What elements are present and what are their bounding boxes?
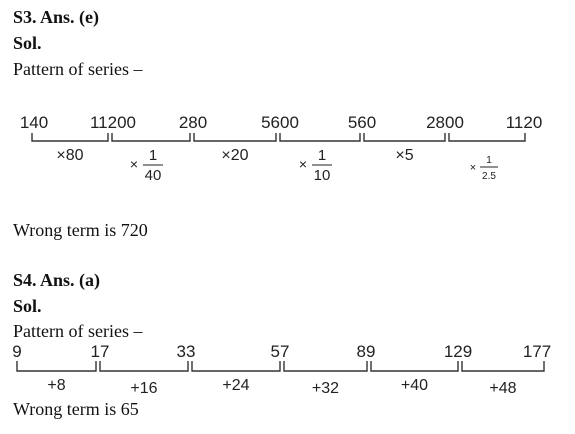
svg-text:40: 40 bbox=[145, 167, 162, 184]
s4-series-diagram: 9 17 33 57 89 129 177 +8 +16 +24 +32 +40 +48 bbox=[12, 342, 551, 397]
s4-term-4: 57 bbox=[271, 342, 290, 361]
s4-pattern-label: Pattern of series – bbox=[13, 321, 143, 341]
s4-heading: S4. Ans. (a) bbox=[13, 270, 101, 290]
s4-term-7: 177 bbox=[523, 342, 551, 361]
s3-sol-label: Sol. bbox=[13, 33, 42, 53]
s4-op-3: +24 bbox=[222, 377, 249, 394]
s3-term-4: 5600 bbox=[261, 113, 299, 132]
s4-op-4: +32 bbox=[312, 380, 339, 397]
s3-wrong-term: Wrong term is 720 bbox=[13, 220, 148, 240]
s3-pattern-label: Pattern of series – bbox=[13, 59, 143, 79]
s3-bracket-2 bbox=[111, 133, 191, 142]
s3-term-3: 280 bbox=[179, 113, 207, 132]
svg-text:1: 1 bbox=[486, 155, 492, 166]
s4-bracket-5 bbox=[370, 361, 459, 372]
s4-op-1: +8 bbox=[47, 377, 65, 394]
s3-term-5: 560 bbox=[348, 113, 376, 132]
s3-term-7: 1120 bbox=[506, 113, 543, 132]
svg-text:×80: ×80 bbox=[56, 147, 83, 164]
s3-heading: S3. Ans. (e) bbox=[13, 7, 100, 27]
s4-bracket-6 bbox=[461, 361, 545, 372]
s4-term-6: 129 bbox=[444, 342, 472, 361]
s4-term-3: 33 bbox=[177, 342, 196, 361]
s3-bracket-1 bbox=[31, 133, 109, 142]
svg-text:+48: +48 bbox=[489, 380, 516, 397]
svg-text:+24: +24 bbox=[222, 377, 249, 394]
svg-text:+40: +40 bbox=[401, 377, 428, 394]
s4-term-2: 17 bbox=[91, 342, 110, 361]
s4-bracket-4 bbox=[283, 361, 368, 372]
s4-op-5: +40 bbox=[401, 377, 428, 394]
svg-text:×: × bbox=[299, 156, 307, 172]
s4-bracket-2 bbox=[99, 361, 189, 372]
s3-bracket-5 bbox=[363, 133, 446, 142]
svg-text:×5: ×5 bbox=[395, 147, 413, 164]
svg-text:+32: +32 bbox=[312, 380, 339, 397]
s4-bracket-3 bbox=[191, 361, 281, 372]
s4-wrong-term: Wrong term is 65 bbox=[13, 399, 139, 419]
s3-term-6: 2800 bbox=[426, 113, 464, 132]
svg-text:×20: ×20 bbox=[221, 147, 248, 164]
svg-text:×: × bbox=[470, 162, 476, 174]
s4-term-5: 89 bbox=[357, 342, 376, 361]
s3-op-2: × 1 40 bbox=[130, 147, 163, 184]
s4-op-2: +16 bbox=[130, 380, 157, 397]
s3-bracket-3 bbox=[193, 133, 277, 142]
s3-term-2: 11200 bbox=[90, 113, 136, 132]
svg-text:+8: +8 bbox=[47, 377, 65, 394]
s3-op-4: × 1 10 bbox=[299, 147, 332, 184]
svg-text:1: 1 bbox=[318, 147, 326, 164]
s3-bracket-4 bbox=[279, 133, 361, 142]
svg-text:×: × bbox=[130, 156, 138, 172]
s3-bracket-6 bbox=[448, 133, 526, 142]
s3-series-diagram: 140 11200 280 5600 560 2800 1120×80 × 140×20 × 110… bbox=[20, 113, 543, 184]
svg-text:2.5: 2.5 bbox=[482, 171, 496, 182]
s3-op-3: ×20 bbox=[221, 147, 248, 164]
s3-op-6: × 1 2.5 bbox=[470, 155, 498, 182]
s4-term-1: 9 bbox=[12, 342, 21, 361]
svg-text:+16: +16 bbox=[130, 380, 157, 397]
s4-sol-label: Sol. bbox=[13, 296, 42, 316]
s3-term-1: 140 bbox=[20, 113, 48, 132]
svg-text:10: 10 bbox=[314, 167, 331, 184]
svg-text:1: 1 bbox=[149, 147, 157, 164]
s4-bracket-1 bbox=[16, 361, 97, 372]
s3-op-1: ×80 bbox=[56, 147, 83, 164]
s4-op-6: +48 bbox=[489, 380, 516, 397]
s3-op-5: ×5 bbox=[395, 147, 413, 164]
